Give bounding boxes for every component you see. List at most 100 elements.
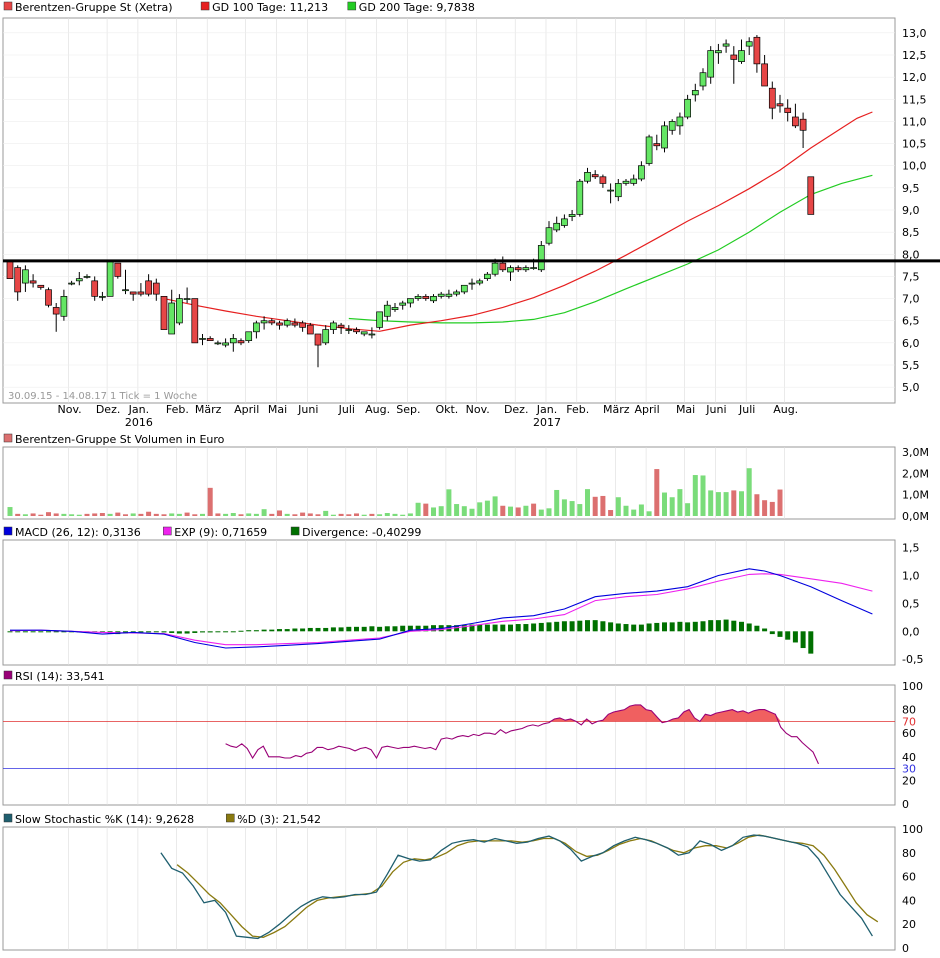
volume-bar-10 [84, 513, 90, 516]
candle-body-42 [330, 322, 337, 330]
volume-bar-58 [454, 504, 460, 516]
x-month-20: Juli [738, 403, 755, 416]
candle-body-71 [553, 222, 561, 231]
price-y-tick-11: 10,5 [902, 138, 927, 151]
divergence-bar-79 [615, 623, 621, 632]
price-panel [2, 17, 896, 404]
divergence-bar-39 [307, 627, 313, 632]
x-month-17: April [635, 403, 660, 416]
divergence-bar-5 [46, 631, 51, 633]
x-month-6: Mai [268, 403, 287, 416]
candle-body-61 [476, 280, 484, 284]
stochastic-y-tick-3: 60 [902, 871, 916, 884]
volume-bar-50 [392, 513, 398, 516]
candle-body-96 [745, 41, 753, 47]
candle-body-98 [761, 63, 768, 87]
divergence-bar-73 [569, 621, 575, 632]
divergence-bar-100 [777, 631, 783, 637]
divergence-bar-36 [284, 629, 290, 632]
divergence-bar-37 [292, 628, 298, 632]
candle-body-93 [722, 43, 730, 47]
x-month-5: April [234, 403, 259, 416]
legend-swatch-1 [163, 526, 172, 536]
divergence-bar-23 [184, 631, 190, 634]
candle-body-16 [129, 291, 137, 295]
candle-body-104 [807, 176, 815, 215]
divergence-bar-43 [338, 627, 344, 632]
divergence-bar-3 [30, 631, 36, 633]
volume-bar-65 [508, 506, 513, 516]
volume-bar-40 [315, 514, 321, 516]
candle-body-101 [784, 107, 792, 113]
divergence-bar-20 [161, 631, 167, 633]
candle-body-44 [345, 329, 353, 331]
volume-bar-56 [438, 506, 444, 516]
candle-body-91 [707, 50, 715, 78]
candle-body-63 [491, 262, 499, 275]
divergence-bar-17 [138, 631, 144, 633]
candle-body-95 [738, 50, 745, 62]
divergence-bar-52 [407, 625, 413, 632]
stochastic-y-tick-5: 100 [902, 823, 923, 836]
candle-body-55 [430, 296, 437, 302]
volume-bar-88 [685, 503, 691, 516]
volume-bar-23 [184, 512, 190, 516]
volume-bar-53 [415, 502, 421, 516]
candle-body-46 [360, 331, 368, 335]
divergence-bar-81 [631, 624, 637, 632]
divergence-bar-42 [330, 627, 336, 632]
x-month-4: März [195, 403, 222, 416]
price-y-tick-9: 9,5 [902, 182, 920, 195]
volume-bar-20 [161, 514, 167, 516]
volume-bar-68 [531, 503, 537, 516]
volume-bar-63 [492, 496, 498, 516]
gd200-line [348, 174, 873, 324]
divergence-bar-97 [754, 625, 760, 632]
volume-bar-38 [300, 512, 306, 516]
divergence-bar-38 [300, 628, 306, 632]
price-y-axis: 5,0 5,5 6,0 6,5 7,0 7,5 8,0 8,5 9,0 9,5 10,0 10,5 11… [902, 27, 927, 394]
volume-bar-81 [631, 509, 637, 516]
x-month-11: Okt. [435, 403, 458, 416]
divergence-bar-59 [461, 625, 467, 632]
x-month-19: Juni [705, 403, 726, 416]
date-range-label: 30.09.15 - 14.08.17 [8, 391, 107, 402]
divergence-bar-94 [731, 620, 737, 632]
candle-body-14 [114, 262, 122, 277]
legend-swatch-0 [3, 670, 13, 680]
divergence-bar-6 [53, 631, 59, 633]
volume-bar-46 [361, 514, 367, 516]
divergence-bar-70 [546, 622, 552, 632]
candle-body-51 [399, 302, 407, 306]
candle-body-28 [222, 342, 229, 346]
divergence-bar-67 [523, 624, 529, 632]
candle-body-48 [376, 311, 383, 328]
candle-body-79 [614, 183, 622, 198]
volume-bar-49 [384, 513, 390, 516]
candle-body-90 [699, 72, 707, 87]
volume-y-tick-0: 0,0M [902, 510, 929, 523]
candle-body-56 [437, 293, 445, 297]
volume-bar-71 [554, 489, 560, 516]
volume-bar-8 [69, 514, 75, 516]
volume-bar-52 [407, 513, 413, 516]
volume-bar-39 [307, 513, 313, 516]
candle-body-21 [168, 302, 176, 335]
volume-bar-48 [377, 514, 383, 516]
legend-swatch-0 [3, 526, 13, 536]
macd-panel [2, 539, 896, 666]
price-y-tick-4: 7,0 [902, 293, 920, 306]
stochastic-y-tick-2: 40 [902, 894, 916, 907]
volume-bar-2 [22, 514, 28, 516]
candle-body-35 [276, 322, 283, 326]
volume-legend: Berentzen-Gruppe St Volumen in Euro [3, 433, 225, 446]
candle-body-13 [106, 260, 114, 297]
volume-y-axis: 0,0M 1,0M 2,0M 3,0M [902, 446, 929, 523]
stochastic-y-tick-1: 20 [902, 918, 916, 931]
legend-label-2: GD 200 Tage: 9,7838 [359, 1, 475, 14]
candle-body-76 [591, 174, 599, 178]
candle-body-30 [237, 340, 245, 344]
volume-bar-12 [99, 513, 105, 516]
candle-body-97 [753, 36, 761, 65]
